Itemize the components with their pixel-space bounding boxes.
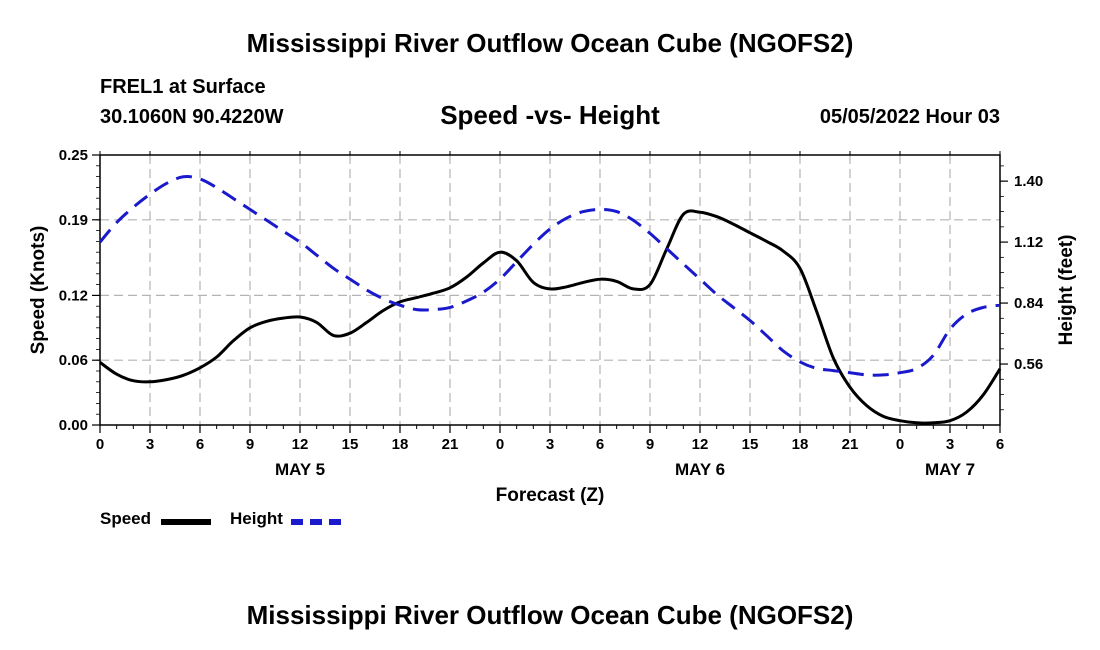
x-tick-label: 0 bbox=[96, 436, 104, 453]
coordinates-label: 30.1060N 90.4220W bbox=[100, 106, 284, 128]
x-tick-label: 9 bbox=[246, 436, 254, 453]
x-tick-label: 21 bbox=[842, 436, 859, 453]
legend-speed-swatch bbox=[161, 519, 211, 525]
series-speed-line bbox=[99, 209, 1002, 425]
series-height-line bbox=[98, 175, 1001, 377]
x-tick-label: 3 bbox=[946, 436, 954, 453]
y-right-tick-label: 0.84 bbox=[1014, 295, 1044, 312]
y-left-tick-label: 0.00 bbox=[59, 417, 88, 434]
forecast-datetime: 05/05/2022 Hour 03 bbox=[819, 106, 1000, 128]
y-left-tick-label: 0.06 bbox=[59, 352, 88, 369]
x-tick-label: 21 bbox=[442, 436, 459, 453]
x-tick-label: 18 bbox=[792, 436, 809, 453]
x-tick-label: 3 bbox=[546, 436, 554, 453]
x-tick-label: 15 bbox=[342, 436, 359, 453]
x-tick-label: 12 bbox=[292, 436, 309, 453]
legend-speed-label: Speed bbox=[100, 509, 152, 528]
x-tick-label: 0 bbox=[896, 436, 904, 453]
x-tick-label: 3 bbox=[146, 436, 154, 453]
plot-frame bbox=[99, 154, 1001, 426]
x-axis-title: Forecast (Z) bbox=[496, 485, 605, 506]
station-label: FREL1 at Surface bbox=[100, 76, 266, 98]
y-right-tick-label: 1.40 bbox=[1014, 173, 1043, 190]
legend-height-label: Height bbox=[230, 509, 283, 528]
y-left-tick-label: 0.12 bbox=[59, 287, 88, 304]
y-left-tick-label: 0.19 bbox=[59, 212, 88, 229]
x-tick-label: 0 bbox=[496, 436, 504, 453]
x-day-label: MAY 5 bbox=[275, 460, 325, 479]
legend-height-swatch bbox=[291, 519, 341, 525]
y-left-tick-label: 0.25 bbox=[59, 147, 88, 164]
x-tick-label: 6 bbox=[196, 436, 204, 453]
x-tick-label: 6 bbox=[596, 436, 604, 453]
y-right-tick-label: 0.56 bbox=[1014, 356, 1043, 373]
chart-subtitle: Speed -vs- Height bbox=[440, 100, 660, 130]
x-tick-label: 15 bbox=[742, 436, 759, 453]
y-left-axis-title: Speed (Knots) bbox=[28, 226, 49, 355]
chart-title-top: Mississippi River Outflow Ocean Cube (NG… bbox=[246, 28, 854, 58]
x-day-label: MAY 7 bbox=[925, 460, 975, 479]
y-right-tick-label: 1.12 bbox=[1014, 234, 1043, 251]
x-tick-label: 12 bbox=[692, 436, 709, 453]
x-tick-label: 9 bbox=[646, 436, 654, 453]
x-tick-label: 18 bbox=[392, 436, 409, 453]
x-tick-label: 6 bbox=[996, 436, 1004, 453]
chart-title-bottom: Mississippi River Outflow Ocean Cube (NG… bbox=[246, 600, 854, 630]
y-right-axis-title: Height (feet) bbox=[1056, 235, 1077, 346]
x-day-label: MAY 6 bbox=[675, 460, 725, 479]
